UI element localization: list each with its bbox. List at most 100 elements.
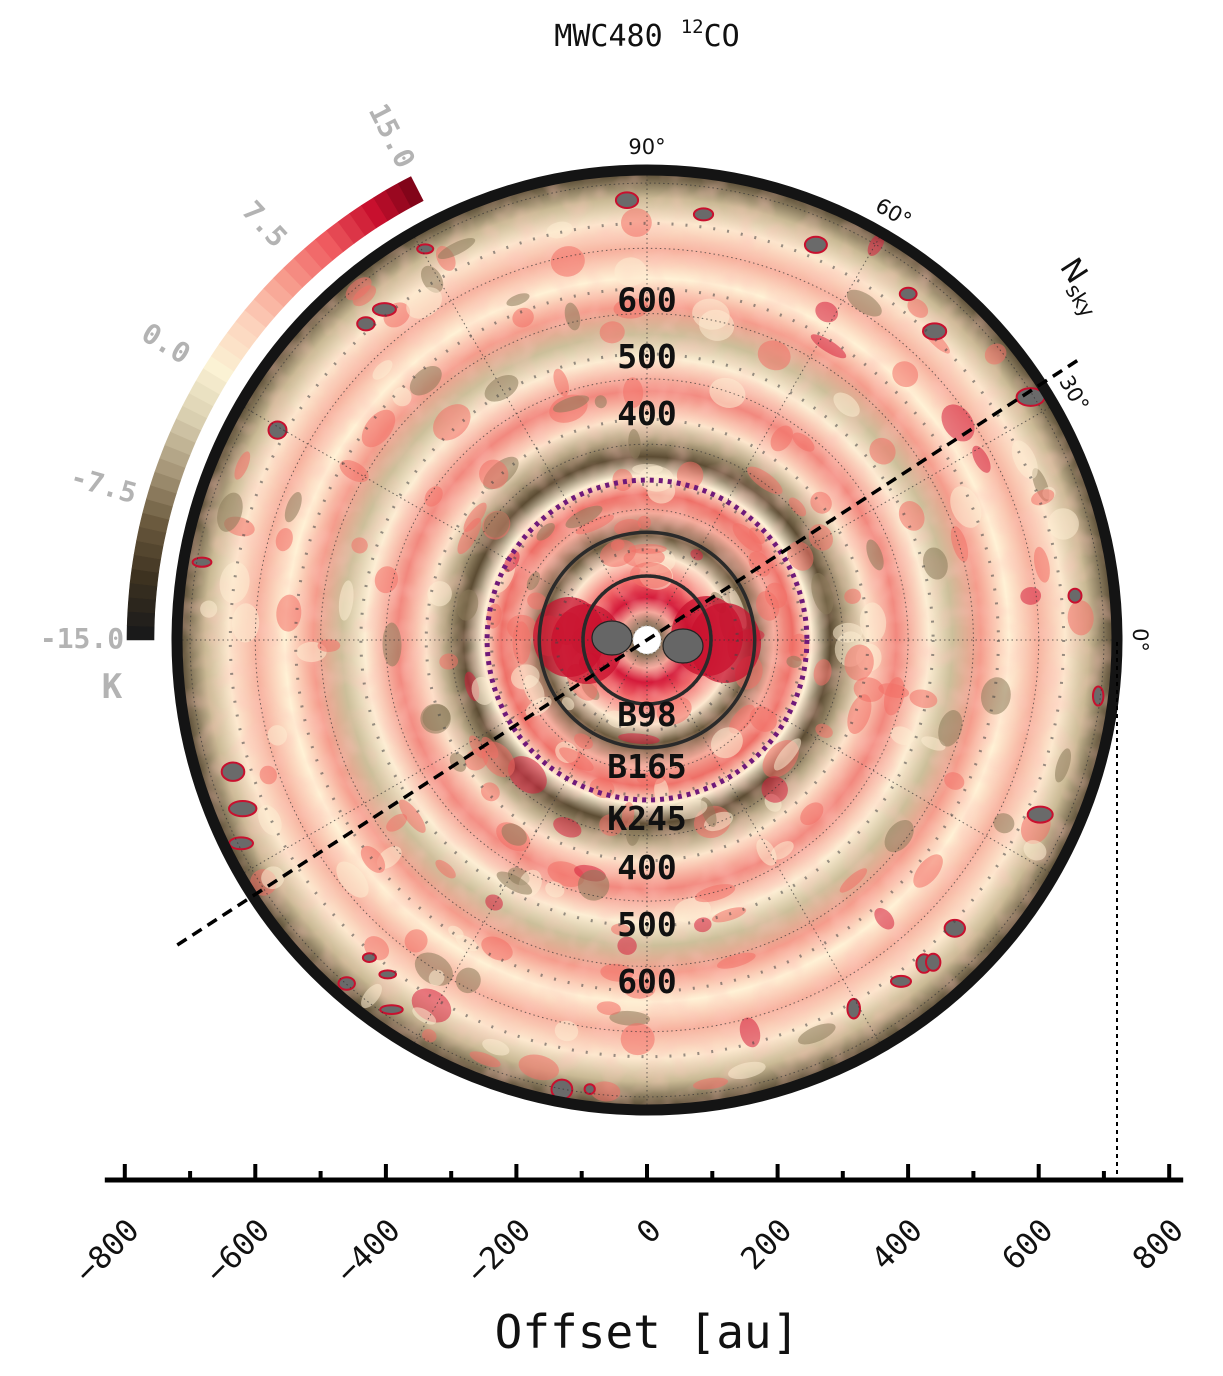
ring-b98 <box>581 574 713 706</box>
residual-blob <box>259 765 277 785</box>
residual-blob-masked <box>614 191 640 209</box>
residual-blob <box>832 622 863 643</box>
angle-tick-label: 0° <box>1128 628 1152 652</box>
residual-blob-masked <box>1026 805 1054 824</box>
residual-blob <box>694 917 712 933</box>
residual-blob <box>1067 600 1094 636</box>
residual-blob <box>457 517 482 555</box>
residual-blob <box>338 580 354 621</box>
ring-b165 <box>537 530 757 750</box>
residual-blob <box>374 566 399 594</box>
residual-blob <box>512 307 534 328</box>
ring-label-b98: B98 <box>617 695 677 734</box>
residual-blob <box>944 772 965 790</box>
residual-blob <box>518 1054 560 1081</box>
colorbar-segment <box>127 596 157 614</box>
residual-blob <box>747 466 783 495</box>
radial-grid-circle <box>450 443 844 837</box>
x-tick-label: −200 <box>460 1212 538 1290</box>
residual-blob <box>846 289 882 317</box>
colorbar-segment <box>126 625 155 641</box>
residual-blob <box>503 551 520 573</box>
radial-label-upper: 500 <box>617 337 677 376</box>
residual-blob <box>317 639 341 653</box>
residual-blob-masked <box>1092 685 1105 707</box>
radial-label-upper: 400 <box>617 394 677 433</box>
colorbar-segment <box>397 176 424 208</box>
residual-blob <box>628 429 641 459</box>
north-sky-label: Nsky <box>1053 252 1100 322</box>
colorbar-tick-label: -7.5 <box>67 460 141 510</box>
residual-blob <box>501 823 527 846</box>
residual-blob-masked <box>356 316 376 332</box>
residual-blob <box>267 725 288 746</box>
residual-blob <box>275 528 293 552</box>
residual-blob-masked <box>378 969 398 980</box>
residual-blob <box>559 747 594 772</box>
residual-blob <box>482 1038 510 1056</box>
residual-blob <box>471 676 495 705</box>
residual-blob <box>590 1081 621 1102</box>
colorbar-tick-label: 7.5 <box>235 194 294 254</box>
residual-blob <box>847 694 872 734</box>
x-axis: −800 −600 −400 −200 0 200 400 600 800 <box>68 1164 1191 1290</box>
residual-blob-masked <box>898 286 918 302</box>
residual-blob <box>409 365 442 396</box>
angular-grid-line <box>646 639 883 1048</box>
residual-blob <box>420 265 444 293</box>
residual-blob <box>479 459 509 489</box>
angle-tick-label: 90° <box>628 135 665 159</box>
residual-blob-masked <box>925 952 942 972</box>
residual-blob <box>638 465 674 492</box>
residual-blob <box>485 894 503 911</box>
residual-blob <box>352 285 377 307</box>
residual-blob <box>913 854 943 888</box>
residual-blob <box>437 237 476 260</box>
residual-blob-masked <box>228 800 258 818</box>
residual-blob <box>811 572 834 615</box>
central-lobe-right <box>662 628 704 664</box>
residual-blob <box>710 727 743 759</box>
residual-blob <box>468 735 486 759</box>
residual-blob <box>907 298 929 318</box>
residual-blob <box>382 622 402 667</box>
residual-blob <box>797 1023 836 1045</box>
residual-blob <box>972 445 991 473</box>
residual-blob-masked <box>922 322 948 341</box>
angular-grid-line <box>411 639 648 1048</box>
contour-dots <box>489 482 805 798</box>
residual-blob <box>231 603 260 643</box>
residual-blob <box>611 923 631 936</box>
residual-blob-masked <box>416 243 435 255</box>
residual-blob <box>420 703 451 734</box>
residual-blob <box>1033 546 1050 583</box>
residual-blob <box>550 246 585 277</box>
polar-grid <box>177 170 1117 1110</box>
residual-blob <box>749 706 777 732</box>
residual-blob <box>554 1020 579 1042</box>
residual-blob <box>671 799 708 820</box>
residual-blob <box>770 841 794 860</box>
residual-blob <box>909 689 938 709</box>
residual-blob <box>890 726 915 746</box>
residual-blob <box>200 600 218 618</box>
residual-blob <box>690 549 703 561</box>
angular-grid-line <box>646 639 1055 876</box>
residual-blob <box>729 704 756 734</box>
residual-blob <box>398 799 426 833</box>
ring-label-b165: B165 <box>607 747 686 786</box>
residual-blob <box>711 907 747 923</box>
residual-blob <box>637 515 652 530</box>
radial-label-lower: 600 <box>617 962 677 1001</box>
residual-blob <box>1047 508 1079 540</box>
residual-blob <box>867 233 885 256</box>
residual-blob <box>455 934 479 952</box>
residual-blob <box>623 978 656 999</box>
residual-blob <box>614 257 647 287</box>
residual-blob <box>813 659 832 686</box>
radial-labels: 400 400 500 500 600 600 <box>617 280 677 1001</box>
x-tick-label: −400 <box>329 1212 407 1290</box>
residual-blob-masked <box>379 1004 404 1015</box>
residual-blob-masked <box>583 1083 596 1095</box>
colorbar-segment <box>126 611 156 627</box>
